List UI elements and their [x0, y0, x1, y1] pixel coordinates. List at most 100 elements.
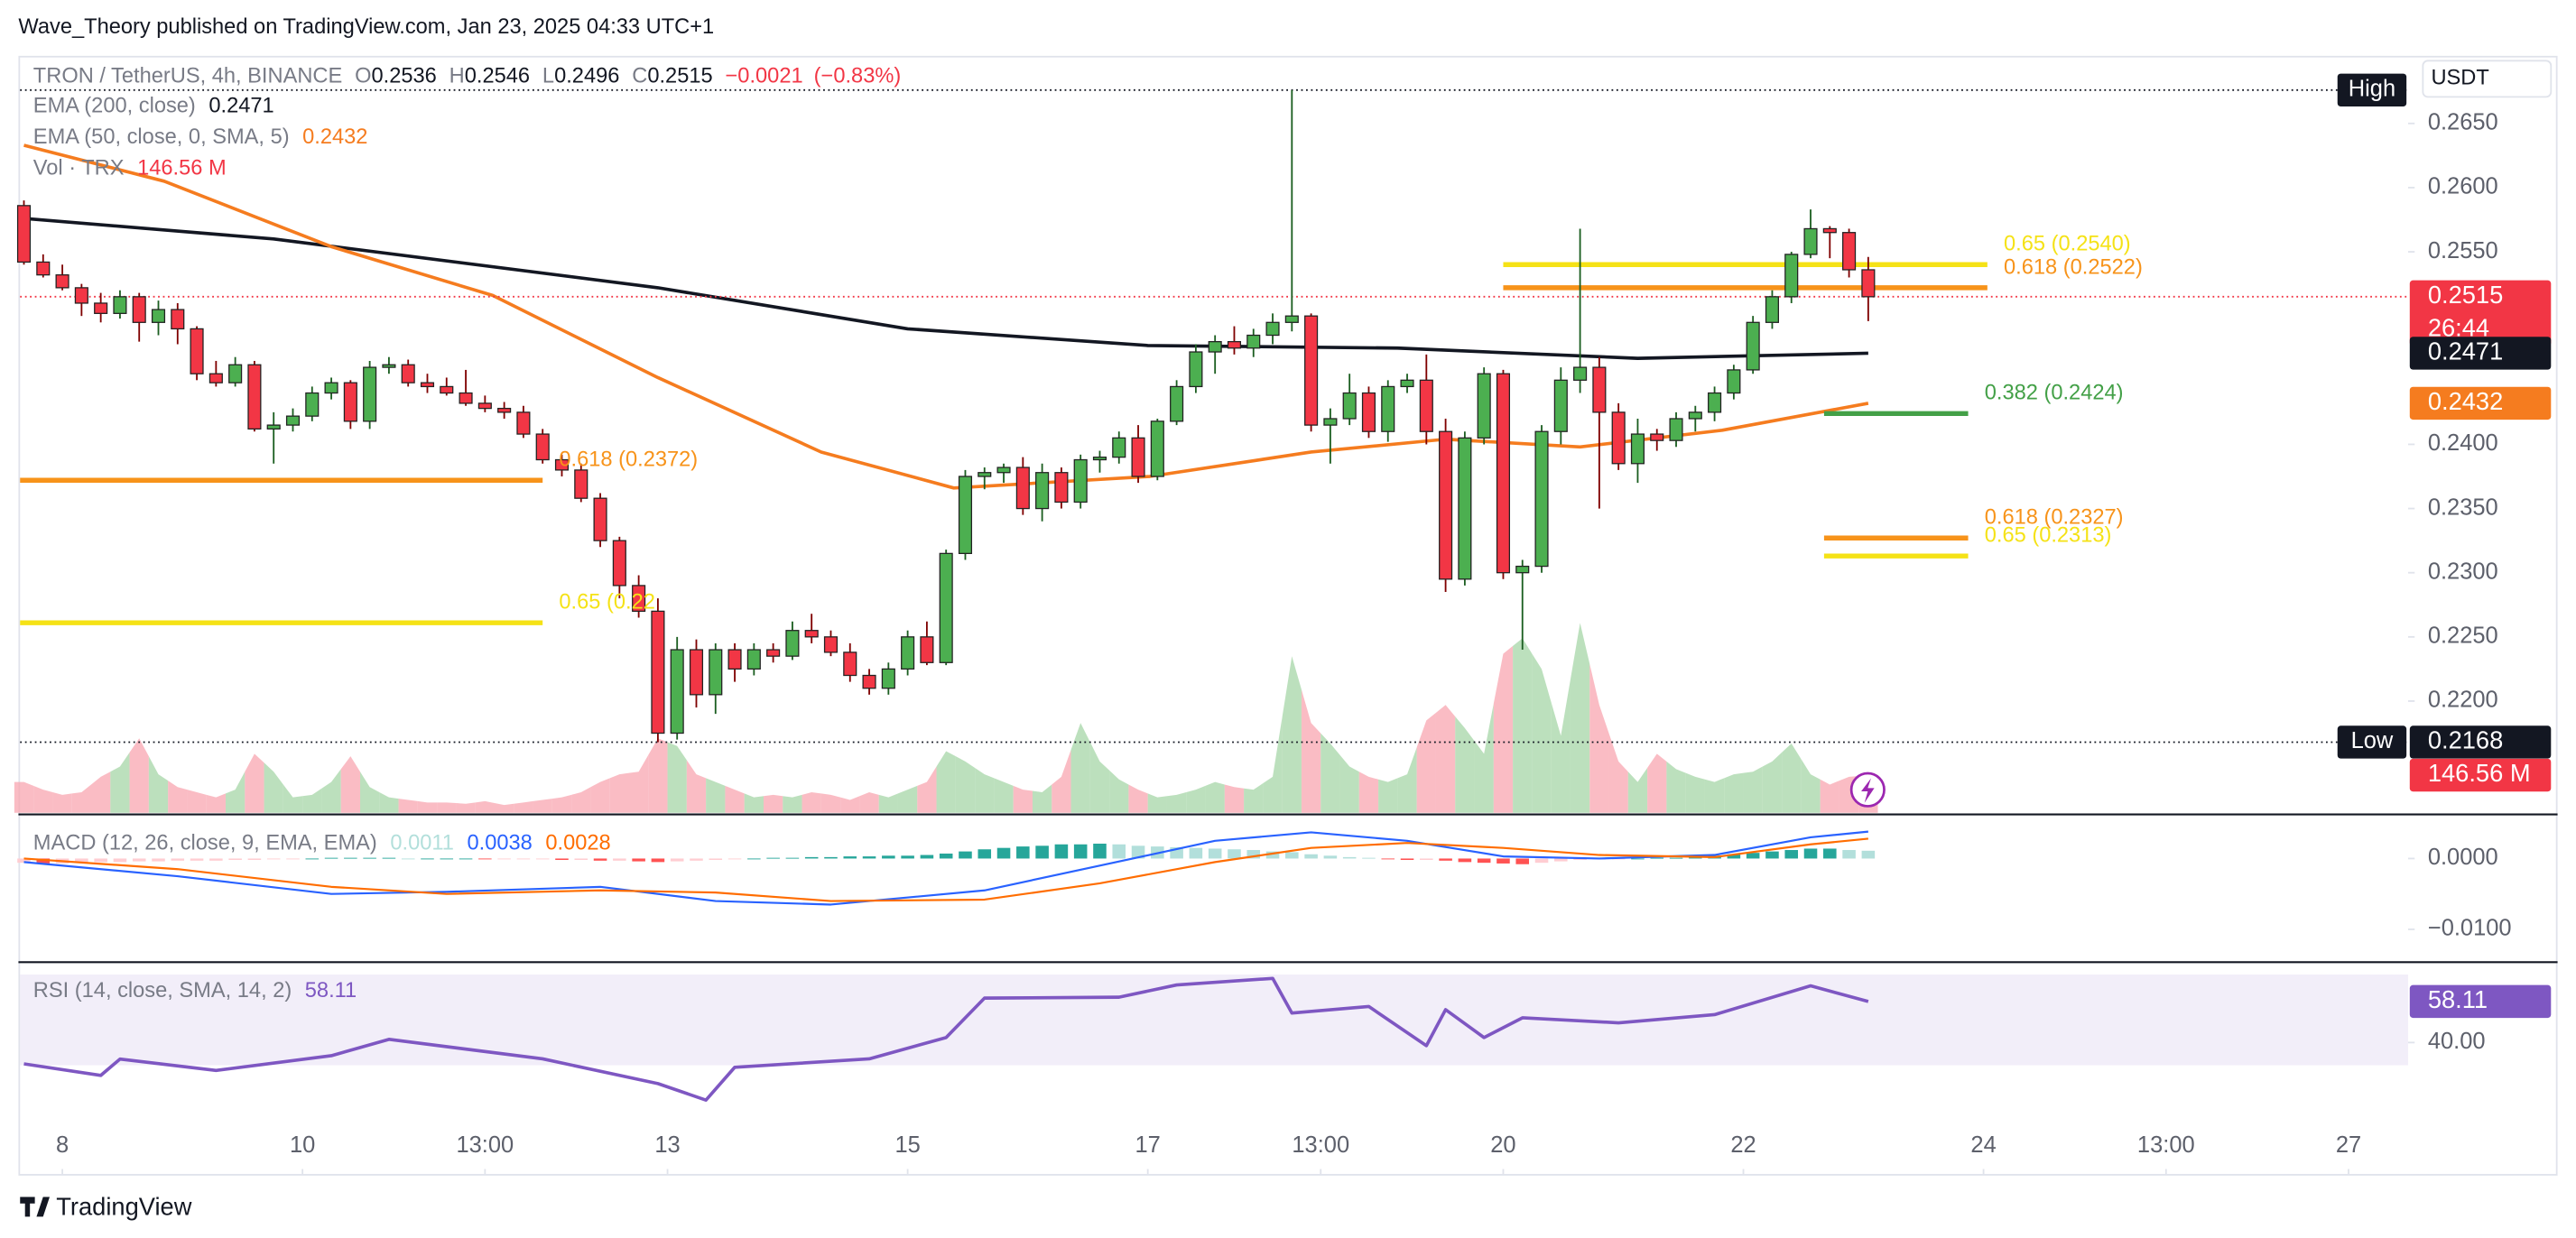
brand-logo — [20, 1196, 50, 1217]
volume-area — [187, 790, 207, 813]
macd-bar — [1746, 853, 1760, 859]
volume-area — [456, 802, 476, 813]
volume-area — [936, 751, 956, 813]
candle-body — [16, 205, 32, 263]
macd-bar — [363, 857, 376, 859]
x-tick-label: 13:00 — [2137, 1132, 2195, 1158]
legend-name: MACD (12, 26, close, 9, EMA, EMA) — [33, 832, 377, 855]
candle-body — [1208, 340, 1222, 353]
candle-body — [1458, 437, 1472, 580]
macd-bar — [1496, 858, 1510, 864]
macd-legend: MACD (12, 26, close, 9, EMA, EMA) 0.0011 0… — [33, 832, 611, 855]
ema200-badge-bg — [2409, 337, 2552, 370]
volume-area — [417, 800, 438, 813]
volume-badge-bg — [2409, 758, 2552, 792]
candle-body — [1054, 472, 1069, 504]
macd-bar — [113, 858, 127, 863]
volume-area — [1513, 638, 1533, 813]
icon-bolt — [1861, 778, 1875, 803]
volume-area — [1762, 752, 1783, 813]
price-badge-bg — [2409, 280, 2552, 346]
price-badge: 0.2515 — [2428, 281, 2503, 309]
candle-body — [1304, 315, 1319, 426]
candle-body — [497, 407, 512, 413]
publish-info: Wave_Theory published on TradingView.com… — [18, 15, 714, 39]
volume-area — [1166, 791, 1187, 813]
volume-area — [225, 771, 246, 813]
candle-body — [1842, 232, 1857, 271]
macd-bar — [920, 855, 934, 859]
candle-body — [958, 476, 973, 554]
candle-body — [1630, 433, 1645, 465]
macd-bar — [1669, 857, 1683, 859]
volume-area — [1244, 783, 1264, 813]
macd-bar — [36, 858, 51, 864]
rsi-band — [20, 974, 2408, 1066]
y-tick-label: 0.2600 — [2428, 174, 2498, 199]
macd-bar — [901, 855, 914, 859]
candle-body — [343, 382, 357, 422]
candle-body — [1822, 227, 1837, 234]
volume-area — [283, 784, 303, 813]
volume-area — [1474, 703, 1494, 813]
macd-bar — [1228, 849, 1241, 859]
macd-bar — [1131, 845, 1145, 859]
volume-area — [1589, 663, 1609, 813]
volume-area — [1397, 747, 1417, 813]
macd-bar — [497, 858, 511, 860]
candle-body — [632, 585, 646, 613]
candle-body — [382, 364, 396, 368]
candle-body — [74, 287, 88, 304]
x-tick-label: 15 — [894, 1132, 920, 1158]
candle-body — [1015, 467, 1030, 510]
macd-bar — [440, 858, 454, 860]
currency-box[interactable] — [2422, 60, 2553, 98]
macd-bar — [727, 858, 742, 860]
y-tick-label: 0.0000 — [2428, 845, 2498, 870]
macd-bar — [1323, 855, 1338, 859]
macd-bar — [1381, 858, 1395, 860]
volume-area — [52, 791, 72, 813]
candle-body — [1361, 392, 1376, 432]
y-tick-label: 40.00 — [2428, 1029, 2486, 1054]
macd-bar — [516, 858, 531, 860]
candle-body — [1784, 254, 1799, 298]
macd-bar — [190, 858, 204, 861]
candle-body — [843, 651, 857, 677]
candle-body — [1803, 227, 1818, 255]
y-tick-label: 0.2350 — [2428, 494, 2498, 520]
candle-body — [1131, 437, 1145, 477]
volume-area — [514, 800, 533, 813]
volume-area — [1416, 712, 1436, 813]
candle-body — [305, 392, 320, 417]
currency[interactable]: USDT — [2431, 67, 2488, 90]
extreme-label: Low — [2351, 728, 2394, 753]
candle-body — [1284, 315, 1299, 323]
candle-body — [1439, 430, 1453, 580]
candle-body — [651, 610, 665, 734]
extreme-box — [2337, 73, 2407, 107]
event-icon[interactable] — [1849, 771, 1886, 808]
macd-bar — [1439, 858, 1452, 861]
macd-bar — [1246, 850, 1261, 859]
volume-area — [802, 791, 821, 813]
y-tick-label: 0.2550 — [2428, 238, 2498, 263]
high-value: 0.2546 — [465, 65, 530, 88]
macd-bar — [1400, 858, 1414, 861]
candle-body — [804, 630, 819, 638]
candle-body — [247, 364, 262, 430]
macd-bar — [613, 858, 626, 861]
candle-body — [746, 649, 761, 670]
candle-body — [920, 636, 934, 663]
legends: TRON / TetherUS, 4h, BINANCE O0.2536 H0.… — [20, 60, 2553, 1220]
ema50-badge-bg — [2409, 386, 2552, 420]
extreme-label: High — [2349, 77, 2395, 102]
brand: TradingView — [20, 1192, 192, 1220]
macd-bar — [132, 858, 146, 862]
volume-area — [1013, 785, 1033, 813]
y-tick-label: 0.2300 — [2428, 559, 2498, 584]
macd-bar — [670, 858, 684, 862]
frame — [18, 55, 2558, 1176]
macd-bar — [996, 847, 1011, 859]
volume-badge: 146.56 M — [2428, 759, 2531, 787]
